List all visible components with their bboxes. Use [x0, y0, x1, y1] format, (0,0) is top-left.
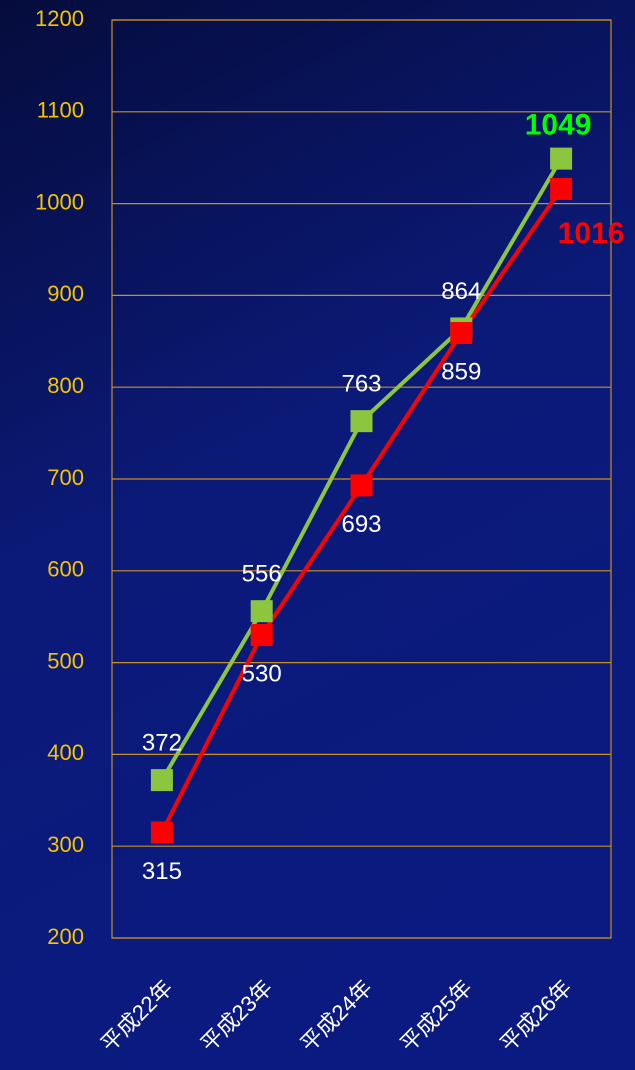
data-label: 315 [142, 858, 182, 885]
y-tick-label: 400 [47, 740, 84, 765]
data-label: 763 [341, 371, 381, 398]
y-tick-label: 1200 [35, 6, 84, 31]
data-label: 556 [242, 561, 282, 588]
marker [250, 600, 273, 623]
marker [150, 821, 173, 844]
y-tick-label: 300 [47, 832, 84, 857]
marker [350, 474, 373, 497]
data-label: 530 [242, 660, 282, 687]
marker [550, 177, 573, 200]
y-tick-label: 800 [47, 373, 84, 398]
marker [350, 410, 373, 433]
y-tick-label: 1100 [37, 98, 84, 123]
y-tick-label: 500 [47, 648, 84, 673]
data-label: 693 [341, 511, 381, 538]
y-tick-label: 700 [47, 465, 84, 490]
y-tick-label: 600 [47, 557, 84, 582]
y-tick-label: 1000 [35, 189, 84, 214]
marker [250, 624, 273, 647]
data-label: 1016 [558, 217, 625, 250]
y-tick-label: 200 [47, 924, 84, 949]
data-label: 372 [142, 729, 182, 756]
data-label: 1049 [525, 109, 592, 142]
marker [150, 769, 173, 792]
marker [450, 322, 473, 345]
marker [550, 147, 573, 170]
data-label: 864 [441, 278, 481, 305]
data-label: 859 [441, 358, 481, 385]
y-tick-label: 900 [47, 281, 84, 306]
